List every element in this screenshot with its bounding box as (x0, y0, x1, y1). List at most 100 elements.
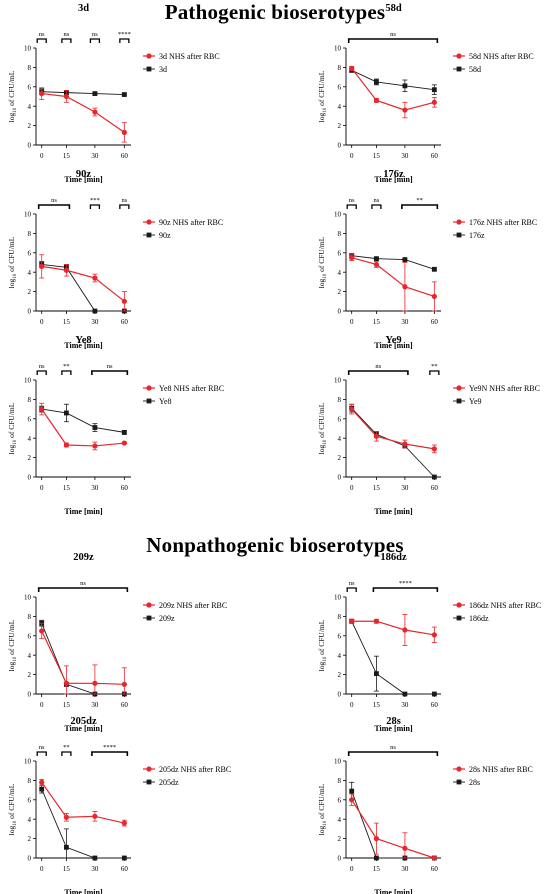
legend-label: 90z (159, 231, 171, 240)
series-nhs (349, 254, 437, 312)
data-point (92, 425, 98, 430)
legend-label: 28s NHS after RBC (469, 765, 533, 774)
legend-marker (146, 615, 152, 621)
series-nhs (39, 402, 127, 451)
data-point (431, 87, 437, 93)
legend-marker (146, 232, 152, 238)
legend-marker (146, 766, 152, 772)
x-tick-label: 30 (401, 318, 409, 326)
significance-label: ** (416, 197, 423, 204)
series-line (41, 408, 125, 447)
x-tick-label: 60 (431, 318, 439, 326)
legend-label: 205dz (159, 778, 179, 787)
data-point (63, 814, 69, 820)
significance-label: **** (103, 744, 116, 751)
y-tick-label: 0 (28, 855, 32, 863)
data-point (349, 65, 355, 71)
data-point (63, 680, 69, 686)
y-tick-label: 4 (28, 435, 32, 443)
x-tick-label: 15 (373, 865, 381, 873)
series-control (39, 619, 127, 697)
legend-label: 205dz NHS after RBC (159, 765, 231, 774)
y-axis-label: log10 of CFU/mL (7, 402, 18, 454)
y-tick-label: 0 (338, 308, 342, 316)
significance-bracket (347, 38, 439, 43)
x-tick-label: 60 (121, 318, 129, 326)
chart-ye9: Ye9 0 2 4 6 8 10 0 15 30 60 Time [min] log10 of CFU/… (317, 335, 540, 516)
series-line (41, 92, 125, 133)
y-tick-label: 10 (24, 594, 32, 602)
significance-label: ns (349, 580, 355, 587)
legend-marker (456, 232, 462, 238)
significance-bracket (119, 38, 130, 43)
legend-label: Ye8 NHS after RBC (159, 384, 224, 393)
chart-title: Ye9 (385, 335, 401, 346)
data-point (39, 786, 45, 792)
y-tick-label: 4 (338, 269, 342, 277)
x-tick-label: 60 (431, 701, 439, 709)
data-point (63, 442, 69, 448)
significance-label: ns (374, 197, 380, 204)
significance-label: **** (118, 31, 131, 38)
legend-marker (456, 602, 462, 608)
x-tick-label: 60 (121, 865, 129, 873)
x-tick-label: 15 (373, 152, 381, 160)
x-tick-label: 30 (401, 484, 409, 492)
x-axis-label: Time [min] (64, 724, 103, 733)
series-control (39, 784, 127, 861)
significance-label: ns (92, 31, 98, 38)
y-tick-label: 8 (28, 777, 32, 785)
y-tick-label: 10 (334, 45, 342, 53)
data-point (431, 474, 437, 480)
x-tick-label: 30 (91, 865, 99, 873)
significance-bracket (89, 38, 101, 43)
significance-label: ** (431, 363, 438, 370)
data-point (374, 79, 379, 85)
y-tick-label: 8 (28, 396, 32, 404)
data-point (402, 441, 408, 447)
x-axis-label: Time [min] (374, 888, 413, 894)
data-point (349, 618, 355, 624)
data-point (373, 261, 379, 268)
data-point (121, 298, 127, 304)
data-point (39, 263, 45, 269)
chart-title: 58d (385, 3, 402, 14)
data-point (92, 109, 98, 115)
y-tick-label: 8 (338, 64, 342, 72)
data-point (349, 797, 355, 803)
y-tick-label: 6 (28, 415, 32, 423)
section-title-pathogenic: Pathogenic bioserotypes (164, 0, 386, 24)
data-point (349, 255, 355, 261)
y-tick-label: 0 (338, 855, 342, 863)
significance-label: ns (349, 197, 355, 204)
y-tick-label: 2 (338, 122, 342, 130)
legend-label: 58d (469, 65, 481, 74)
y-tick-label: 8 (28, 64, 32, 72)
y-tick-label: 10 (24, 758, 32, 766)
significance-bracket (91, 370, 129, 375)
significance-bracket (346, 587, 357, 592)
y-tick-label: 4 (338, 435, 342, 443)
data-point (121, 429, 127, 435)
x-tick-label: 60 (431, 152, 439, 160)
chart-title: 209z (73, 552, 94, 563)
series-line (41, 788, 125, 859)
data-point (402, 845, 408, 851)
legend-marker (456, 779, 462, 785)
legend-label: Ye9N NHS after RBC (469, 384, 540, 393)
x-tick-label: 30 (401, 701, 409, 709)
data-point (121, 855, 127, 861)
y-tick-label: 0 (28, 308, 32, 316)
chart-title: 205dz (70, 716, 97, 727)
y-tick-label: 8 (28, 230, 32, 238)
series-nhs (39, 779, 127, 827)
y-tick-label: 6 (338, 83, 342, 91)
y-tick-label: 6 (338, 796, 342, 804)
significance-bracket (346, 204, 357, 209)
series-control (349, 253, 437, 272)
y-tick-label: 2 (28, 288, 32, 296)
data-point (373, 97, 379, 103)
legend-marker (146, 602, 152, 608)
legend-marker (456, 615, 462, 621)
